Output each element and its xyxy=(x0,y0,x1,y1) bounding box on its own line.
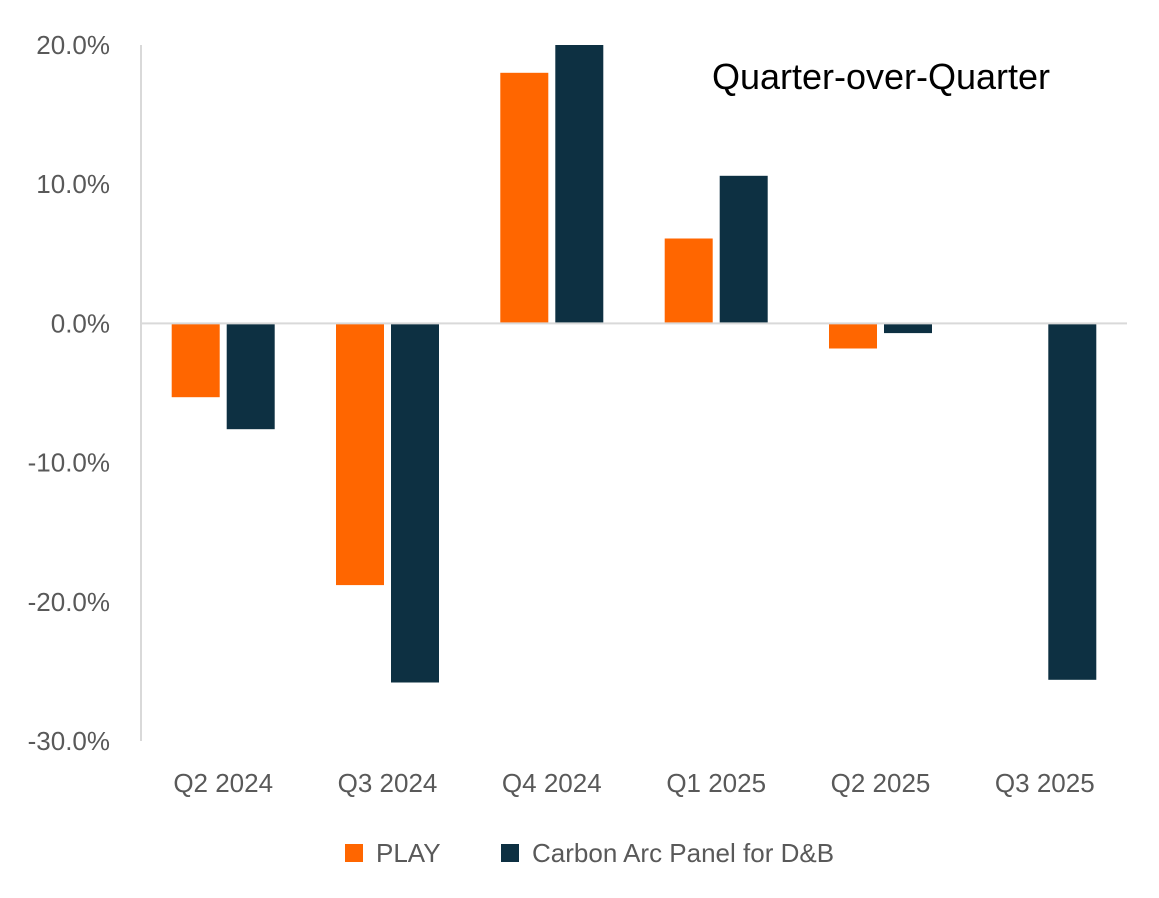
x-axis-category-labels: Q2 2024 Q3 2024 Q4 2024 Q1 2025 Q2 2025 Q3 20… xyxy=(173,768,1094,798)
bar-carbon-arc-q1-2025 xyxy=(719,175,768,324)
legend-swatch-carbon-arc xyxy=(501,844,519,862)
bar-play-q2-2024 xyxy=(171,323,220,398)
bar-play-q1-2025 xyxy=(664,238,713,324)
y-tick-label: -20.0% xyxy=(28,587,110,617)
y-tick-label: -30.0% xyxy=(28,726,110,756)
legend-label-play: PLAY xyxy=(376,838,441,868)
y-tick-label: 0.0% xyxy=(51,308,110,338)
y-tick-label: 20.0% xyxy=(36,30,110,60)
x-category-label: Q2 2025 xyxy=(831,768,931,798)
legend-label-carbon-arc: Carbon Arc Panel for D&B xyxy=(532,838,834,868)
x-category-label: Q2 2024 xyxy=(173,768,273,798)
legend-swatch-play xyxy=(345,844,363,862)
y-tick-label: 10.0% xyxy=(36,169,110,199)
chart-title: Quarter-over-Quarter xyxy=(712,56,1050,97)
y-tick-label: -10.0% xyxy=(28,448,110,478)
x-category-label: Q1 2025 xyxy=(666,768,766,798)
bar-play-q3-2024 xyxy=(336,323,384,586)
x-category-label: Q3 2024 xyxy=(338,768,438,798)
bar-carbon-arc-q2-2025 xyxy=(884,323,932,334)
bar-carbon-arc-q3-2024 xyxy=(391,323,439,683)
bar-play-q2-2025 xyxy=(829,323,877,349)
legend: PLAY Carbon Arc Panel for D&B xyxy=(345,838,834,868)
x-category-label: Q4 2024 xyxy=(502,768,602,798)
bar-carbon-arc-q3-2025 xyxy=(1048,323,1097,680)
x-category-label: Q3 2025 xyxy=(995,768,1095,798)
bar-play-q4-2024 xyxy=(500,72,549,324)
bar-carbon-arc-q2-2024 xyxy=(226,323,275,430)
bars xyxy=(171,45,1097,683)
y-axis-tick-labels: 20.0% 10.0% 0.0% -10.0% -20.0% -30.0% xyxy=(28,30,110,756)
bar-carbon-arc-q4-2024 xyxy=(555,45,604,324)
